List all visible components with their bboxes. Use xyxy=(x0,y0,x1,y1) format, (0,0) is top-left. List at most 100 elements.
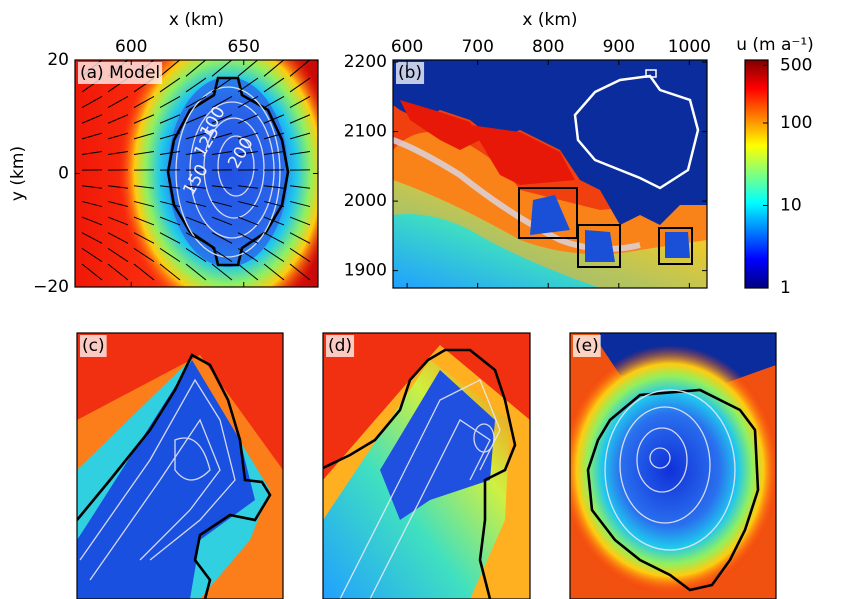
flow-arrow xyxy=(237,263,259,281)
flow-arrow xyxy=(107,132,129,140)
x-tick-label: 800 xyxy=(532,37,564,57)
x-axis-label: x (km) xyxy=(522,10,577,30)
panel-label-bg xyxy=(78,62,163,84)
flow-arrow xyxy=(81,150,103,156)
flow-arrow xyxy=(185,185,207,189)
panel-label: (a) Model xyxy=(80,63,160,83)
flow-arrow xyxy=(81,185,103,189)
flow-arrow xyxy=(185,77,207,93)
x-tick-label: 1000 xyxy=(668,37,711,57)
flow-arrow xyxy=(185,247,207,263)
flow-arrow xyxy=(211,185,233,189)
flow-arrow xyxy=(237,216,259,226)
flow-arrow xyxy=(263,263,285,281)
flow-arrow xyxy=(81,95,103,109)
flow-arrow xyxy=(263,132,285,140)
flow-arrow xyxy=(185,232,207,244)
field-b xyxy=(393,60,707,288)
flow-arrow xyxy=(133,216,155,226)
flow-arrow xyxy=(159,247,181,263)
flow-arrow xyxy=(211,132,233,140)
flow-arrow xyxy=(237,114,259,124)
x-axis-label: x (km) xyxy=(169,10,224,30)
flow-arrow xyxy=(107,185,129,189)
y-tick-label: −20 xyxy=(33,277,69,297)
flow-arrow xyxy=(107,247,129,263)
flow-arrow xyxy=(107,95,129,109)
flow-arrow xyxy=(289,232,311,244)
flow-arrow xyxy=(185,95,207,109)
flow-arrow xyxy=(211,77,233,93)
colorbar-frame xyxy=(744,59,769,289)
flow-arrow xyxy=(159,95,181,109)
flow-arrow xyxy=(81,132,103,140)
flow-arrow xyxy=(289,95,311,109)
flow-arrow xyxy=(133,247,155,263)
x-tick-label: 600 xyxy=(391,37,423,57)
flow-arrow xyxy=(237,232,259,244)
flow-arrow xyxy=(263,216,285,226)
flow-arrow xyxy=(211,150,233,156)
flow-arrow xyxy=(159,185,181,189)
panel-label-bg xyxy=(396,62,425,84)
flow-arrow xyxy=(159,216,181,226)
flow-arrow xyxy=(159,60,181,77)
flow-arrow xyxy=(133,232,155,244)
field-a xyxy=(75,60,318,287)
flow-arrow xyxy=(185,60,207,77)
flow-arrow xyxy=(133,132,155,140)
flow-arrow xyxy=(81,247,103,263)
colorbar-label: u (m a⁻¹) xyxy=(736,35,814,55)
flow-arrow xyxy=(237,200,259,208)
flow-arrow xyxy=(133,95,155,109)
panel-label-bg xyxy=(80,335,107,357)
field-d xyxy=(323,333,530,599)
flow-arrow xyxy=(237,77,259,93)
flow-arrow xyxy=(263,232,285,244)
field-e xyxy=(570,333,776,599)
flow-arrow xyxy=(289,200,311,208)
flow-arrow xyxy=(237,185,259,189)
flow-arrow xyxy=(289,77,311,93)
flow-arrow xyxy=(289,216,311,226)
colorbar-tick-label: 10 xyxy=(780,195,802,215)
flow-arrow xyxy=(237,150,259,156)
flow-arrow xyxy=(263,114,285,124)
flow-arrow xyxy=(185,114,207,124)
y-tick-label: 1900 xyxy=(344,261,387,281)
panel-frame xyxy=(322,332,531,599)
flow-arrow xyxy=(159,150,181,156)
y-tick-label: 2200 xyxy=(344,52,387,72)
panel-frame xyxy=(392,59,708,289)
flow-arrow xyxy=(133,263,155,281)
flow-arrow xyxy=(185,132,207,140)
flow-arrow xyxy=(289,132,311,140)
panel-frame xyxy=(76,332,284,599)
flow-arrow xyxy=(263,77,285,93)
flow-arrow xyxy=(133,114,155,124)
colorbar-tick-label: 100 xyxy=(780,113,812,133)
flow-arrow xyxy=(289,114,311,124)
flow-arrow xyxy=(289,60,311,77)
flow-arrow xyxy=(107,232,129,244)
flow-arrow xyxy=(211,200,233,208)
flow-arrow xyxy=(211,232,233,244)
colorbar-tick-label: 1 xyxy=(780,278,791,298)
flow-arrow xyxy=(237,60,259,77)
field-c xyxy=(77,333,283,599)
flow-arrow xyxy=(107,114,129,124)
colorbar-gradient xyxy=(745,60,768,288)
flow-arrow xyxy=(133,185,155,189)
flow-arrow xyxy=(159,114,181,124)
flow-arrow xyxy=(133,150,155,156)
flow-arrow xyxy=(81,263,103,281)
panel-label: (c) xyxy=(82,336,105,356)
flow-arrow xyxy=(263,60,285,77)
panel-label: (b) xyxy=(398,63,422,83)
flow-arrow xyxy=(185,150,207,156)
flow-arrow xyxy=(263,185,285,189)
flow-arrow xyxy=(211,263,233,281)
flow-arrow xyxy=(107,150,129,156)
flow-arrow xyxy=(107,200,129,208)
